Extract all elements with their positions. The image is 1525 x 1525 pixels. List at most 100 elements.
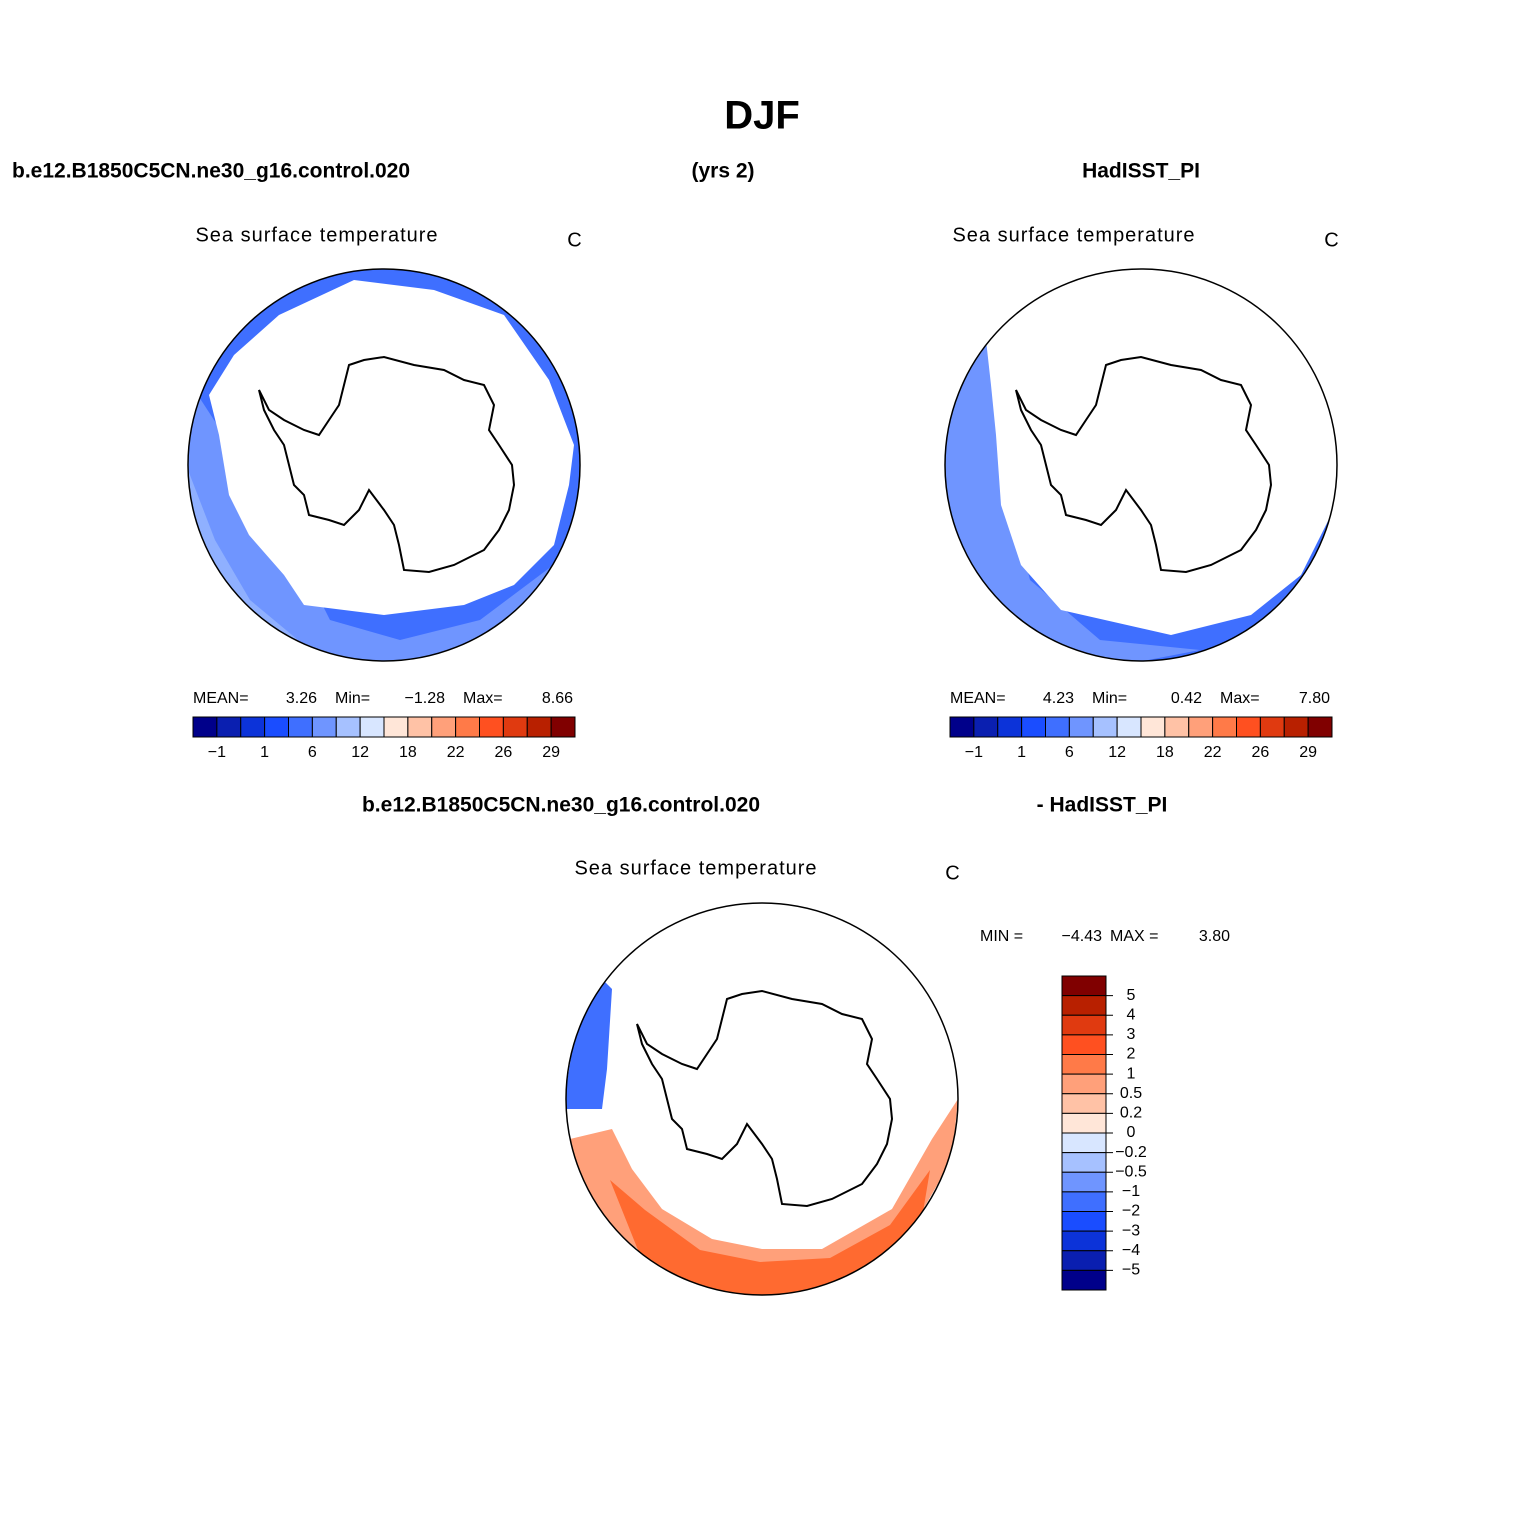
colorbar-box (1061, 1152, 1107, 1173)
colorbar-box (311, 716, 337, 738)
colorbar-label: 22 (1204, 744, 1222, 761)
colorbar-box (1092, 716, 1118, 738)
colorbar-label: 6 (308, 744, 317, 761)
colorbar-label: −0.5 (1115, 1163, 1147, 1180)
colorbar-box (997, 716, 1023, 738)
colorbar-label: −0.2 (1115, 1144, 1147, 1161)
header-right: HadISST_PI (1082, 160, 1200, 183)
colorbar-box (1188, 716, 1214, 738)
colorbar-label: −5 (1122, 1262, 1140, 1279)
colorbar-label: 6 (1065, 744, 1074, 761)
colorbar-box (1061, 1191, 1107, 1212)
colorbar-label: −1 (208, 744, 226, 761)
panel-title: Sea surface temperature (952, 224, 1195, 246)
colorbar-label: 3 (1127, 1026, 1136, 1043)
colorbar-box (1140, 716, 1166, 738)
colorbar-box (1061, 1171, 1107, 1193)
units: C (567, 229, 582, 251)
stat: 3.80 (1199, 928, 1230, 945)
colorbar-box (1061, 975, 1107, 997)
colorbar-label: −4 (1122, 1242, 1140, 1259)
colorbar-box (1283, 716, 1309, 738)
colorbar-label: 1 (1017, 744, 1026, 761)
stat: −1.28 (405, 690, 446, 707)
colorbar-label: 18 (1156, 744, 1174, 761)
colorbar-label: 26 (494, 744, 512, 761)
colorbar-box (1021, 716, 1046, 738)
colorbar-label: −1 (1122, 1183, 1140, 1200)
colorbar-label: 2 (1127, 1046, 1136, 1063)
map-2 (945, 269, 1337, 661)
colorbar-box (949, 716, 975, 738)
colorbar-label: −3 (1122, 1222, 1140, 1239)
colorbar-label: 18 (399, 744, 417, 761)
colorbar-box (431, 716, 457, 738)
panel-title: Sea surface temperature (574, 857, 817, 879)
units: C (945, 862, 960, 884)
colorbar-label: −1 (965, 744, 983, 761)
colorbar-box (1061, 1014, 1107, 1036)
colorbar-box (1236, 716, 1261, 738)
colorbar-label: 0 (1127, 1124, 1136, 1141)
stat: MEAN= (193, 690, 249, 707)
colorbar-label: −2 (1122, 1203, 1140, 1220)
stat: Min= (335, 690, 370, 707)
colorbar-label: 12 (1108, 744, 1126, 761)
units: C (1324, 229, 1339, 251)
colorbar-box (1061, 1230, 1107, 1252)
colorbar-box (264, 716, 289, 738)
colorbar-box (216, 716, 242, 738)
colorbar-box (192, 716, 218, 738)
colorbar-box (383, 716, 409, 738)
colorbar-box (335, 716, 361, 738)
colorbar-box (550, 716, 576, 738)
colorbar-box (1061, 995, 1107, 1016)
colorbar-label: 22 (447, 744, 465, 761)
colorbar-label: 29 (1299, 744, 1317, 761)
stat: Max= (463, 690, 503, 707)
colorbar-box (1068, 716, 1094, 738)
header-left: b.e12.B1850C5CN.ne30_g16.control.020 (12, 160, 410, 183)
colorbar-box (502, 716, 528, 738)
colorbar-box (1061, 1269, 1107, 1291)
stat: 3.26 (286, 690, 317, 707)
diff-header-right: - HadISST_PI (1037, 794, 1168, 817)
stat: 8.66 (542, 690, 573, 707)
stat: 7.80 (1299, 690, 1330, 707)
stat: 0.42 (1171, 690, 1202, 707)
colorbar-box (407, 716, 433, 738)
colorbar-box (1164, 716, 1190, 738)
stat: MEAN= (950, 690, 1006, 707)
colorbar-label: 0.2 (1120, 1105, 1142, 1122)
colorbar-label: 5 (1127, 987, 1136, 1004)
colorbar-box (1061, 1073, 1107, 1095)
colorbar-label: 0.5 (1120, 1085, 1142, 1102)
map-1 (188, 269, 580, 661)
colorbar-box (240, 716, 266, 738)
panel-title: Sea surface temperature (195, 224, 438, 246)
colorbar-label: 29 (542, 744, 560, 761)
colorbar-box (455, 716, 480, 738)
stat: MIN = (980, 928, 1023, 945)
figure-title: DJF (724, 94, 800, 138)
colorbar-box (1061, 1054, 1107, 1075)
diff-header-left: b.e12.B1850C5CN.ne30_g16.control.020 (362, 794, 760, 817)
map-diff (566, 903, 958, 1295)
colorbar-box (1212, 716, 1237, 738)
colorbar-box (1061, 1112, 1107, 1134)
stat: Max= (1220, 690, 1260, 707)
colorbar-box (1061, 1034, 1107, 1055)
stat: MAX = (1110, 928, 1158, 945)
colorbar-box (359, 716, 385, 738)
colorbar-box (526, 716, 552, 738)
colorbar-box (1061, 1093, 1107, 1114)
colorbar-box (479, 716, 504, 738)
colorbar-label: 1 (260, 744, 269, 761)
stat: 4.23 (1043, 690, 1074, 707)
colorbar-label: 12 (351, 744, 369, 761)
colorbar-label: 26 (1251, 744, 1269, 761)
map-border (565, 902, 959, 1296)
map-border (187, 268, 581, 662)
colorbar-label: 1 (1127, 1065, 1136, 1082)
